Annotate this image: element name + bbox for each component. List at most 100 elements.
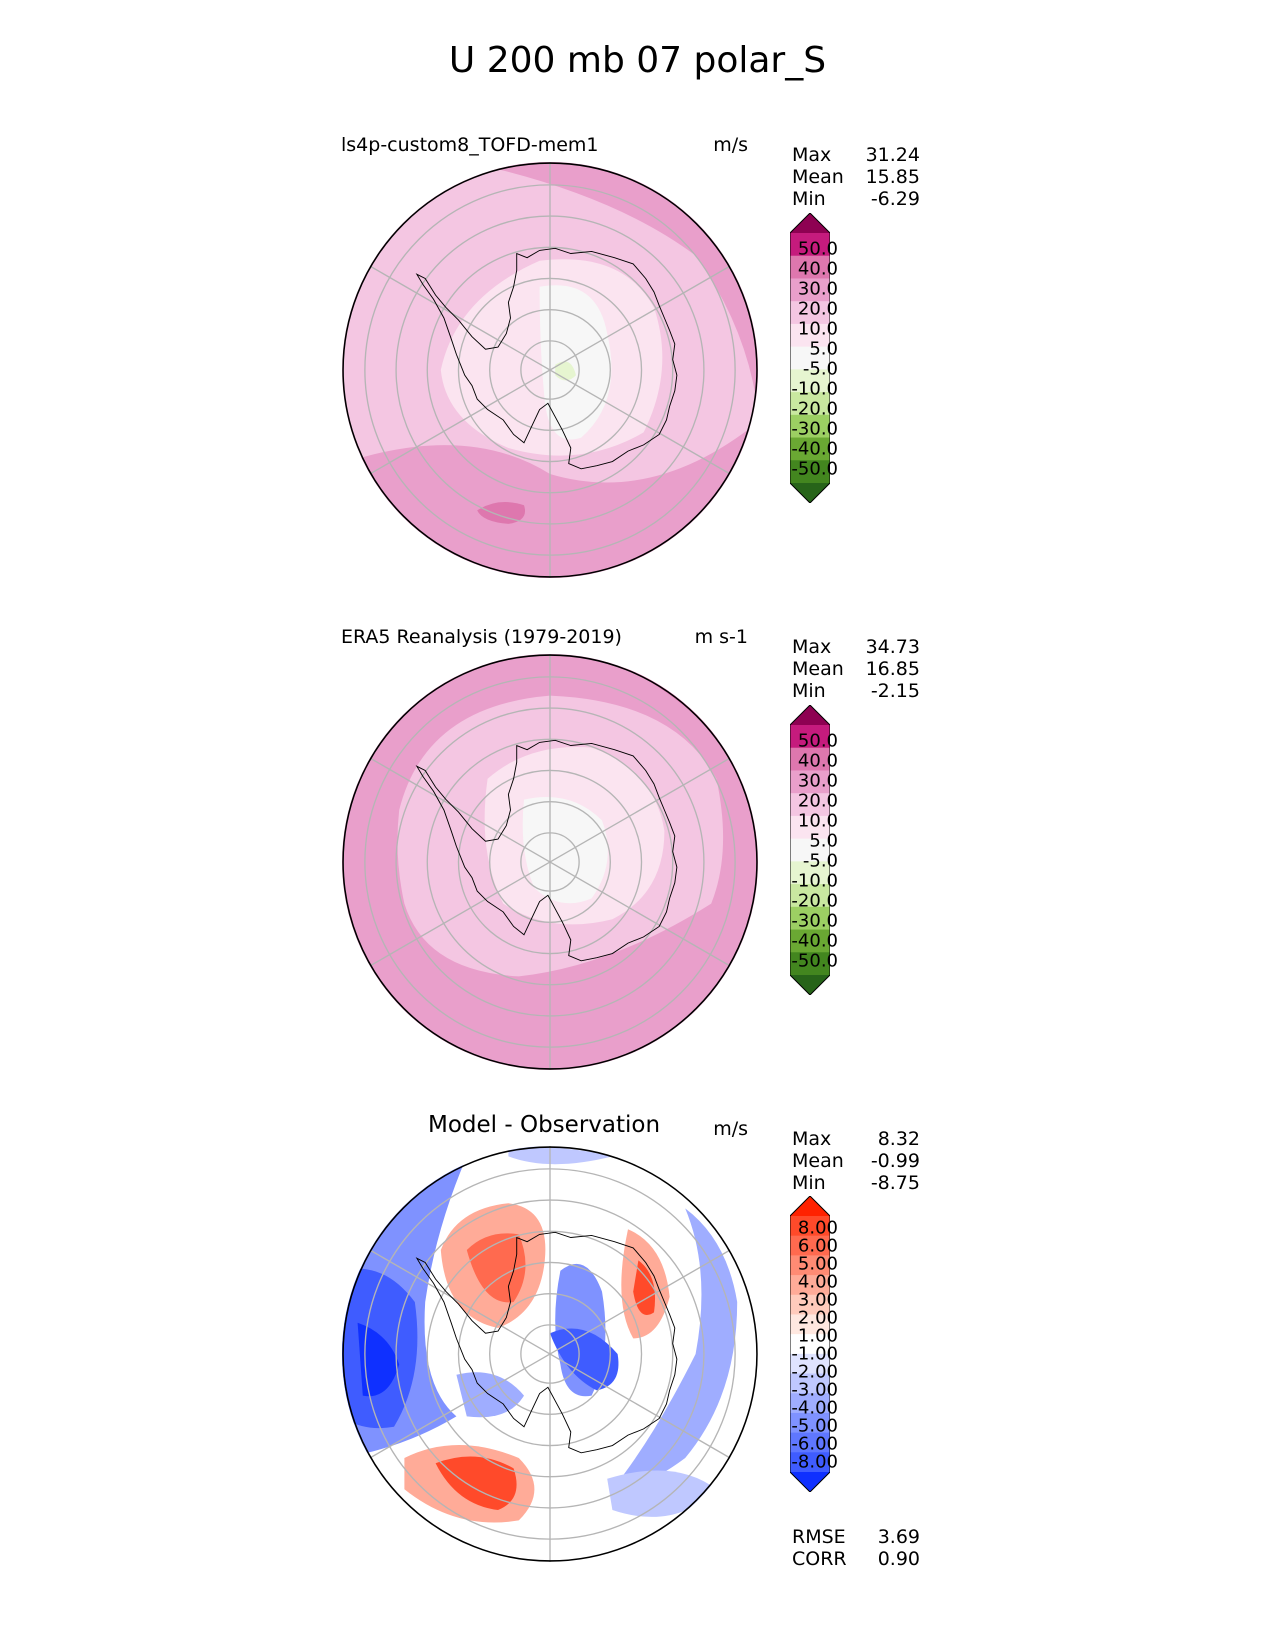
colorbar-segment xyxy=(790,369,830,393)
stat-value: -0.99 xyxy=(870,1150,920,1172)
metric-rmse: RMSE 3.69 xyxy=(792,1526,920,1548)
stat-label: Max xyxy=(792,144,832,166)
tick-label: 6.00 xyxy=(797,1235,838,1257)
tick-label: -20.0 xyxy=(791,398,838,420)
colorbar-segment xyxy=(790,1373,830,1394)
tick-label: -5.0 xyxy=(802,850,838,872)
colorbar-segment xyxy=(790,278,830,302)
metric-value: 0.90 xyxy=(877,1548,920,1570)
colorbar-segment xyxy=(790,1353,830,1375)
stat-label: Max xyxy=(792,636,832,658)
skill-metrics: RMSE 3.69 CORR 0.90 xyxy=(792,1526,920,1570)
tick-label: 40.0 xyxy=(797,258,838,280)
tick-label: -50.0 xyxy=(791,950,838,972)
panel-difference: Model - Observation m/s Max 8.32 Mean -0.9… xyxy=(0,0,1275,1570)
colorbar-extend-min xyxy=(790,483,830,503)
colorbar-segment xyxy=(790,233,830,257)
colorbar-field xyxy=(790,705,830,995)
stat-label: Min xyxy=(792,1172,826,1194)
tick-label: -8.00 xyxy=(791,1451,838,1473)
stats-box: Max 8.32 Mean -0.99 Min -8.75 xyxy=(792,1128,920,1194)
colorbar-segment xyxy=(790,1294,830,1315)
tick-label: 5.0 xyxy=(809,338,838,360)
colorbar-segment xyxy=(790,815,830,840)
stat-label: Mean xyxy=(792,658,844,680)
colorbar-segment xyxy=(790,929,830,953)
tick-label: 8.00 xyxy=(797,1217,838,1239)
panel-units: m s-1 xyxy=(694,626,748,648)
tick-label: -40.0 xyxy=(791,930,838,952)
colorbar-segment xyxy=(790,770,830,794)
tick-label: 40.0 xyxy=(797,750,838,772)
stat-value: 15.85 xyxy=(865,166,920,188)
colorbar-segment xyxy=(790,793,830,817)
tick-label: 1.00 xyxy=(797,1325,838,1347)
stat-label: Min xyxy=(792,680,826,702)
tick-label: -30.0 xyxy=(791,910,838,932)
panel-title: Model - Observation xyxy=(428,1112,661,1138)
stat-value: -6.29 xyxy=(870,188,920,210)
colorbar-segment xyxy=(790,1334,830,1355)
tick-label: 50.0 xyxy=(797,730,838,752)
colorbar-extend-max xyxy=(790,213,830,233)
colorbar-segment xyxy=(790,861,830,885)
panel-model: ls4p-custom8_TOFD-mem1 m/s Max 31.24 Mean… xyxy=(0,0,1275,578)
colorbar-segment xyxy=(790,1275,830,1296)
stat-mean: Mean 16.85 xyxy=(792,658,920,680)
stat-label: Min xyxy=(792,188,826,210)
colorbar-segment xyxy=(790,392,830,416)
colorbar-segment xyxy=(790,437,830,461)
colorbar-segment xyxy=(790,952,830,976)
colorbar-segment xyxy=(790,1432,830,1453)
colorbar-segment xyxy=(790,1255,830,1276)
tick-label: -2.00 xyxy=(791,1361,838,1383)
metric-corr: CORR 0.90 xyxy=(792,1548,920,1570)
panel-title: ls4p-custom8_TOFD-mem1 xyxy=(341,134,599,156)
polar-map-observation xyxy=(342,654,758,1070)
panel-observation: ERA5 Reanalysis (1979-2019) m s-1 Max 34.… xyxy=(0,0,1275,1070)
colorbar-segment xyxy=(790,301,830,325)
tick-label: 20.0 xyxy=(797,298,838,320)
stat-label: Mean xyxy=(792,166,844,188)
stat-min: Min -6.29 xyxy=(792,188,920,210)
tick-label: 30.0 xyxy=(797,278,838,300)
stat-label: Mean xyxy=(792,1150,844,1172)
tick-label: -10.0 xyxy=(791,378,838,400)
colorbar-segment xyxy=(790,1235,830,1256)
tick-label: -10.0 xyxy=(791,870,838,892)
colorbar-segment xyxy=(790,1314,830,1335)
colorbar-segment xyxy=(790,255,830,279)
tick-label: -20.0 xyxy=(791,890,838,912)
polar-map-model xyxy=(342,162,758,578)
tick-label: 5.00 xyxy=(797,1253,838,1275)
colorbar-extend-max xyxy=(790,705,830,725)
tick-label: -30.0 xyxy=(791,418,838,440)
colorbar-segment xyxy=(790,1452,830,1473)
stat-min: Min -2.15 xyxy=(792,680,920,702)
colorbar-segment xyxy=(790,725,830,749)
tick-label: 5.0 xyxy=(809,830,838,852)
colorbar-field xyxy=(790,213,830,503)
stat-max: Max 8.32 xyxy=(792,1128,920,1150)
tick-label: 10.0 xyxy=(797,810,838,832)
colorbar-segment xyxy=(790,838,830,862)
stat-label: Max xyxy=(792,1128,832,1150)
colorbar-segment xyxy=(790,346,830,370)
colorbar-segment xyxy=(790,323,830,348)
colorbar-segment xyxy=(790,1412,830,1434)
tick-label: 20.0 xyxy=(797,790,838,812)
tick-label: -5.0 xyxy=(802,358,838,380)
stat-value: -8.75 xyxy=(870,1172,920,1194)
metric-value: 3.69 xyxy=(877,1526,920,1548)
tick-label: 50.0 xyxy=(797,238,838,260)
colorbar-extend-min xyxy=(790,1472,830,1492)
tick-label: -6.00 xyxy=(791,1433,838,1455)
figure-title: U 200 mb 07 polar_S xyxy=(448,40,827,81)
tick-label: -1.00 xyxy=(791,1343,838,1365)
tick-label: -4.00 xyxy=(791,1397,838,1419)
stat-value: 8.32 xyxy=(877,1128,920,1150)
stat-max: Max 31.24 xyxy=(792,144,920,166)
colorbar-segment xyxy=(790,460,830,484)
stats-box: Max 34.73 Mean 16.85 Min -2.15 xyxy=(792,636,920,702)
colorbar-extend-min xyxy=(790,975,830,995)
